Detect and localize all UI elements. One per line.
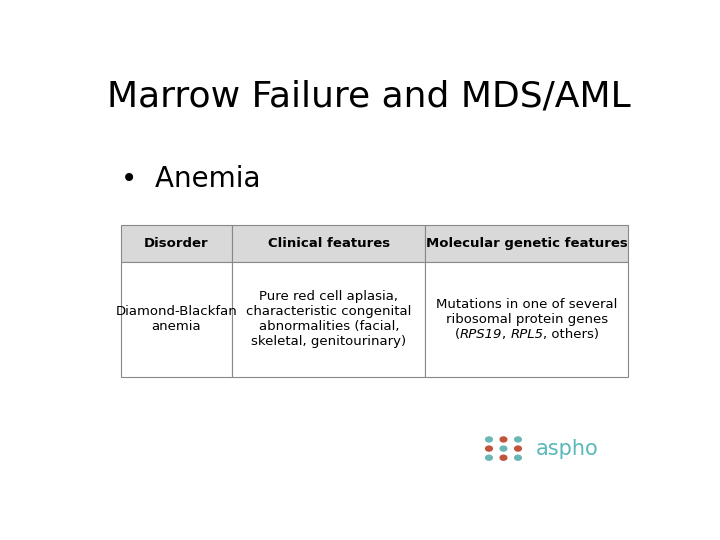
Text: Marrow Failure and MDS/AML: Marrow Failure and MDS/AML: [107, 79, 631, 113]
Circle shape: [500, 455, 507, 460]
FancyBboxPatch shape: [233, 225, 426, 262]
Text: , others): , others): [544, 328, 600, 341]
Circle shape: [500, 446, 507, 451]
FancyBboxPatch shape: [121, 262, 233, 377]
Circle shape: [485, 446, 492, 451]
Text: Mutations in one of several: Mutations in one of several: [436, 298, 618, 311]
Circle shape: [485, 437, 492, 442]
Text: aspho: aspho: [535, 438, 598, 458]
Text: RPL5: RPL5: [510, 328, 544, 341]
Circle shape: [515, 437, 521, 442]
Circle shape: [485, 455, 492, 460]
FancyBboxPatch shape: [426, 225, 629, 262]
Text: ribosomal protein genes: ribosomal protein genes: [446, 313, 608, 326]
Circle shape: [515, 446, 521, 451]
Text: (: (: [454, 328, 459, 341]
Text: Diamond-Blackfan
anemia: Diamond-Blackfan anemia: [116, 306, 238, 334]
Text: RPS19: RPS19: [459, 328, 502, 341]
Circle shape: [515, 455, 521, 460]
Text: ,: ,: [502, 328, 510, 341]
Text: •  Anemia: • Anemia: [121, 165, 260, 193]
Text: Disorder: Disorder: [144, 237, 209, 250]
FancyBboxPatch shape: [121, 225, 233, 262]
Text: Pure red cell aplasia,
characteristic congenital
abnormalities (facial,
skeletal: Pure red cell aplasia, characteristic co…: [246, 291, 412, 348]
FancyBboxPatch shape: [426, 262, 629, 377]
Circle shape: [500, 437, 507, 442]
FancyBboxPatch shape: [233, 262, 426, 377]
Text: Clinical features: Clinical features: [268, 237, 390, 250]
Text: Molecular genetic features: Molecular genetic features: [426, 237, 628, 250]
